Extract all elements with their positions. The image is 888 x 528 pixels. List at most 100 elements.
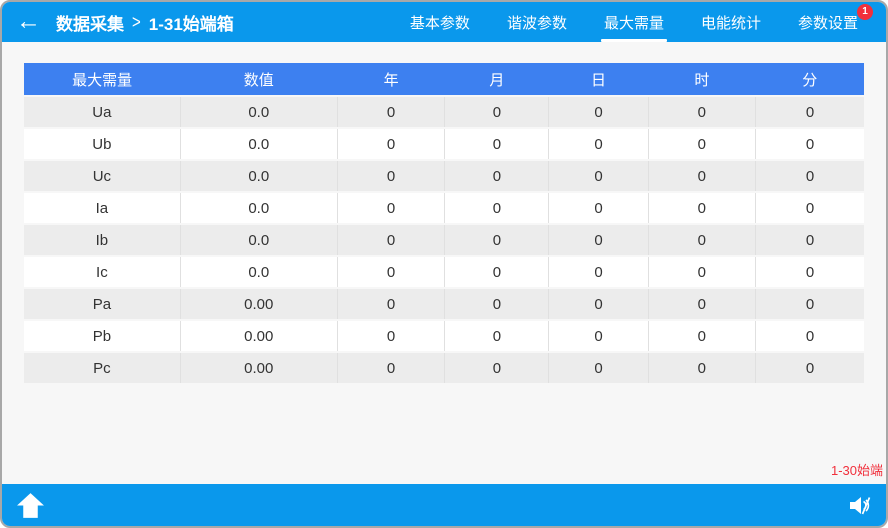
value-cell: 0 [755, 352, 864, 384]
value-cell: 0 [548, 96, 649, 128]
value-cell: 0 [337, 160, 446, 192]
value-cell: 0 [648, 128, 757, 160]
column-header: 月 [444, 63, 549, 96]
tab-label: 谐波参数 [506, 14, 567, 32]
value-cell: 0 [755, 320, 864, 352]
value-cell: 0.0 [180, 224, 338, 256]
notification-badge: 1 [857, 4, 873, 20]
table-row: Pa 0.00 0 0 0 0 0 [24, 288, 864, 320]
value-cell: 0.00 [180, 288, 338, 320]
column-header: 年 [337, 63, 445, 96]
value-cell: 0.00 [180, 320, 338, 352]
tab-basic-params[interactable]: 基本参数 [408, 2, 472, 42]
table-row: Pc 0.00 0 0 0 0 0 [24, 352, 864, 384]
tab-label: 参数设置 [797, 14, 858, 32]
table-body: Ua 0.0 0 0 0 0 0 Ub 0.0 0 0 0 0 0 Uc 0.0 0 0 0 0 0 Ia 0.0 0 0 0 0 0… [24, 96, 864, 384]
value-cell: 0 [755, 224, 864, 256]
value-cell: 0 [755, 256, 864, 288]
content-area: 最大需量 数值年月日时分 Ua 0.0 0 0 0 0 0 Ub 0.0 0 0 0 0 0 Uc 0.0 0 0 0… [2, 42, 886, 385]
value-cell: 0 [337, 224, 446, 256]
value-cell: 0 [444, 224, 550, 256]
value-cell: 0 [444, 96, 550, 128]
row-label-cell: Pb [24, 320, 181, 352]
table-header-row: 最大需量 数值年月日时分 [24, 63, 864, 96]
value-cell: 0 [337, 320, 446, 352]
value-cell: 0 [648, 256, 757, 288]
row-label-cell: Uc [24, 160, 181, 192]
value-cell: 0 [648, 320, 757, 352]
value-cell: 0 [648, 224, 757, 256]
tab-param-settings[interactable]: 参数设置 1 [796, 2, 873, 42]
value-cell: 0 [548, 192, 649, 224]
value-cell: 0 [648, 352, 757, 384]
column-header: 最大需量 [24, 63, 181, 96]
breadcrumb: 数据采集 > 1-31始端箱 [56, 10, 234, 35]
value-cell: 0 [548, 320, 649, 352]
value-cell: 0.0 [180, 160, 338, 192]
tab-max-demand[interactable]: 最大需量 [600, 2, 667, 42]
breadcrumb-root[interactable]: 数据采集 [56, 14, 124, 34]
max-demand-table: 最大需量 数值年月日时分 Ua 0.0 0 0 0 0 0 Ub 0.0 0 0 0 0 0 Uc 0.0 0 0 0… [24, 63, 864, 385]
speaker-muted-icon [850, 496, 871, 514]
home-icon [17, 492, 44, 518]
value-cell: 0 [755, 192, 864, 224]
row-label-cell: Pa [24, 288, 181, 320]
value-cell: 0 [548, 128, 649, 160]
alarm-device-label: 1-30始端 [830, 463, 883, 478]
active-tab-underline [600, 39, 667, 42]
value-cell: 0 [755, 288, 864, 320]
tab-harmonic-params[interactable]: 谐波参数 [505, 2, 569, 42]
value-cell: 0 [548, 224, 649, 256]
header-tabs: 基本参数 谐波参数 最大需量 电能统计 参数设置 1 [408, 2, 873, 42]
value-cell: 0 [548, 288, 649, 320]
value-cell: 0.00 [180, 352, 338, 384]
value-cell: 0 [337, 288, 446, 320]
value-cell: 0 [548, 256, 649, 288]
row-label-cell: Ib [24, 224, 181, 256]
column-header: 日 [548, 63, 649, 96]
value-cell: 0 [755, 128, 864, 160]
table-row: Ub 0.0 0 0 0 0 0 [24, 128, 864, 160]
table-row: Ic 0.0 0 0 0 0 0 [24, 256, 864, 288]
value-cell: 0 [337, 352, 446, 384]
table-row: Pb 0.00 0 0 0 0 0 [24, 320, 864, 352]
value-cell: 0 [337, 96, 446, 128]
row-label-cell: Ia [24, 192, 181, 224]
breadcrumb-separator-icon: > [132, 11, 141, 33]
row-label-cell: Pc [24, 352, 181, 384]
value-cell: 0.0 [180, 192, 338, 224]
value-cell: 0 [755, 96, 864, 128]
column-header: 时 [648, 63, 756, 96]
tab-label: 基本参数 [409, 14, 470, 32]
value-cell: 0.0 [180, 256, 338, 288]
back-arrow-icon[interactable]: ← [16, 6, 41, 35]
table-row: Ia 0.0 0 0 0 0 0 [24, 192, 864, 224]
tab-label: 电能统计 [700, 14, 761, 32]
tab-label: 最大需量 [603, 14, 664, 32]
row-label-cell: Ub [24, 128, 181, 160]
value-cell: 0 [755, 160, 864, 192]
value-cell: 0 [444, 128, 550, 160]
value-cell: 0.0 [180, 128, 338, 160]
table-row: Ua 0.0 0 0 0 0 0 [24, 96, 864, 128]
value-cell: 0 [337, 256, 446, 288]
mute-button[interactable] [847, 494, 872, 517]
value-cell: 0 [444, 320, 550, 352]
column-header: 数值 [180, 63, 338, 96]
home-button[interactable] [16, 492, 45, 519]
row-label-cell: Ic [24, 256, 181, 288]
table-row: Ib 0.0 0 0 0 0 0 [24, 224, 864, 256]
row-label-cell: Ua [24, 96, 181, 128]
top-header-bar: ← 数据采集 > 1-31始端箱 基本参数 谐波参数 最大需量 电能统计 参数设置 1 [2, 2, 886, 42]
table-row: Uc 0.0 0 0 0 0 0 [24, 160, 864, 192]
value-cell: 0 [648, 96, 757, 128]
value-cell: 0 [337, 128, 446, 160]
value-cell: 0 [444, 352, 550, 384]
breadcrumb-current: 1-31始端箱 [148, 14, 234, 34]
value-cell: 0.0 [180, 96, 338, 128]
value-cell: 0 [648, 192, 757, 224]
value-cell: 0 [444, 192, 550, 224]
tab-energy-stats[interactable]: 电能统计 [699, 2, 763, 42]
value-cell: 0 [444, 256, 550, 288]
